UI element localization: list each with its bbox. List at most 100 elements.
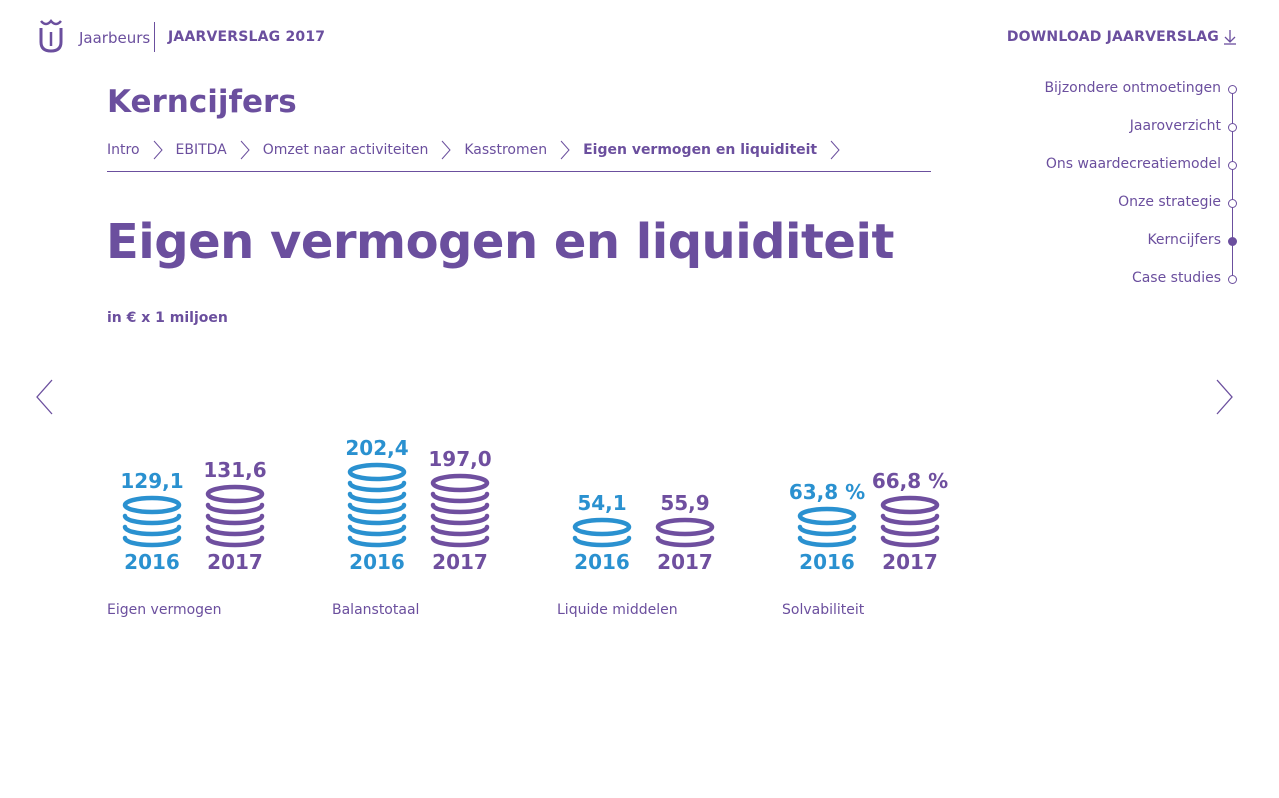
header-divider	[154, 22, 155, 52]
nav-dot-active-icon[interactable]	[1228, 237, 1237, 246]
coin-top	[430, 473, 490, 493]
coin-stack-bar	[122, 495, 182, 548]
category-label: Eigen vermogen	[107, 602, 222, 618]
chart-group: 129,1 2016 131,6 2017 Eigen vermogen	[107, 458, 267, 618]
coin-layer	[430, 513, 490, 526]
nav-dot-icon[interactable]	[1228, 123, 1237, 132]
coin-stack-bar	[655, 517, 715, 548]
coin-layer	[347, 513, 407, 526]
coin-layer	[347, 480, 407, 493]
coin-stack-bar	[347, 462, 407, 548]
coin-layer	[122, 513, 182, 526]
breadcrumb-item-ebitda[interactable]: EBITDA	[176, 139, 263, 161]
coin-layer	[430, 535, 490, 548]
breadcrumb-item-kasstromen[interactable]: Kasstromen	[464, 139, 583, 161]
nav-dot-icon[interactable]	[1228, 85, 1237, 94]
chevron-right-icon	[240, 140, 250, 160]
nav-item-waardecreatiemodel[interactable]: Ons waardecreatiemodel	[1045, 156, 1221, 172]
chevron-left-icon[interactable]	[34, 378, 56, 416]
nav-dot-icon[interactable]	[1228, 161, 1237, 170]
coin-layer	[880, 535, 940, 548]
breadcrumb: Intro EBITDA Omzet naar activiteiten Kas…	[107, 137, 931, 172]
coin-layer	[430, 524, 490, 537]
coin-layer	[347, 491, 407, 504]
coin-layer	[205, 535, 265, 548]
coin-stack-bar	[572, 517, 632, 548]
coin-layer	[430, 502, 490, 515]
breadcrumb-item-intro[interactable]: Intro	[107, 139, 176, 161]
category-label: Balanstotaal	[332, 602, 419, 618]
data-label: 202,4	[345, 436, 408, 460]
category-label: Liquide middelen	[557, 602, 678, 618]
chart-group: 54,1 2016 55,9 2017 Liquide middelen	[557, 491, 715, 618]
coin-layer	[205, 513, 265, 526]
data-label: 66,8 %	[872, 469, 948, 493]
data-label: 129,1	[120, 469, 183, 493]
nav-item-bijzondere-ontmoetingen[interactable]: Bijzondere ontmoetingen	[1044, 80, 1221, 96]
report-title: JAARVERSLAG 2017	[168, 29, 326, 45]
download-label: DOWNLOAD JAARVERSLAG	[1006, 29, 1219, 45]
coin-top	[205, 484, 265, 504]
coin-layer	[205, 524, 265, 537]
breadcrumb-item-current[interactable]: Eigen vermogen en liquiditeit	[583, 139, 853, 161]
page-title: Eigen vermogen en liquiditeit	[106, 214, 894, 270]
year-label: 2016	[799, 550, 855, 574]
chevron-right-icon	[153, 140, 163, 160]
chevron-right-icon	[560, 140, 570, 160]
coin-stack-bar	[797, 506, 857, 548]
chevron-right-icon[interactable]	[1213, 378, 1235, 416]
coin-layer	[572, 535, 632, 548]
year-label: 2016	[349, 550, 405, 574]
coin-top	[572, 517, 632, 537]
coin-stack-bar	[205, 484, 265, 548]
chevron-right-icon	[830, 140, 840, 160]
nav-item-kerncijfers[interactable]: Kerncijfers	[1147, 232, 1221, 248]
breadcrumb-item-omzet[interactable]: Omzet naar activiteiten	[263, 139, 465, 161]
unit-label: in € x 1 miljoen	[107, 310, 228, 326]
year-label: 2017	[657, 550, 713, 574]
nav-timeline-line	[1232, 90, 1233, 278]
coin-layer	[797, 535, 857, 548]
coin-top	[880, 495, 940, 515]
coin-top	[655, 517, 715, 537]
coin-layer	[797, 524, 857, 537]
chart-group: 202,4 2016 197,0 2017 Balanstotaal	[332, 436, 492, 618]
year-label: 2017	[432, 550, 488, 574]
year-label: 2016	[574, 550, 630, 574]
nav-item-jaaroverzicht[interactable]: Jaaroverzicht	[1129, 118, 1221, 134]
data-label: 54,1	[577, 491, 626, 515]
data-label: 55,9	[660, 491, 709, 515]
section-title: Kerncijfers	[107, 84, 297, 120]
nav-item-onze-strategie[interactable]: Onze strategie	[1118, 194, 1221, 210]
nav-dot-icon[interactable]	[1228, 199, 1237, 208]
year-label: 2017	[207, 550, 263, 574]
jaarbeurs-logo-icon[interactable]	[38, 18, 64, 54]
coin-layer	[347, 502, 407, 515]
breadcrumb-label: Eigen vermogen en liquiditeit	[583, 142, 818, 158]
data-label: 131,6	[203, 458, 266, 482]
data-label: 63,8 %	[789, 480, 865, 504]
arrow-down-icon	[1224, 30, 1236, 45]
chevron-right-icon	[441, 140, 452, 160]
coin-layer	[430, 491, 490, 504]
year-label: 2016	[124, 550, 180, 574]
coin-layer	[205, 502, 265, 515]
coin-layer	[347, 535, 407, 548]
coin-top	[122, 495, 182, 515]
breadcrumb-label: Intro	[107, 142, 140, 158]
breadcrumb-label: Kasstromen	[464, 142, 548, 158]
data-label: 197,0	[428, 447, 491, 471]
download-report-button[interactable]: DOWNLOAD JAARVERSLAG	[1007, 29, 1237, 45]
breadcrumb-label: EBITDA	[175, 142, 227, 158]
nav-item-case-studies[interactable]: Case studies	[1131, 270, 1221, 286]
coin-layer	[122, 535, 182, 548]
breadcrumb-label: Omzet naar activiteiten	[262, 142, 429, 158]
coin-layer	[880, 524, 940, 537]
year-label: 2017	[882, 550, 938, 574]
brand-name: Jaarbeurs	[79, 29, 151, 47]
coin-layer	[122, 524, 182, 537]
coin-stack-bar	[880, 495, 940, 548]
coin-layer	[880, 513, 940, 526]
nav-dot-icon[interactable]	[1228, 275, 1237, 284]
coin-stack-bar	[430, 473, 490, 548]
